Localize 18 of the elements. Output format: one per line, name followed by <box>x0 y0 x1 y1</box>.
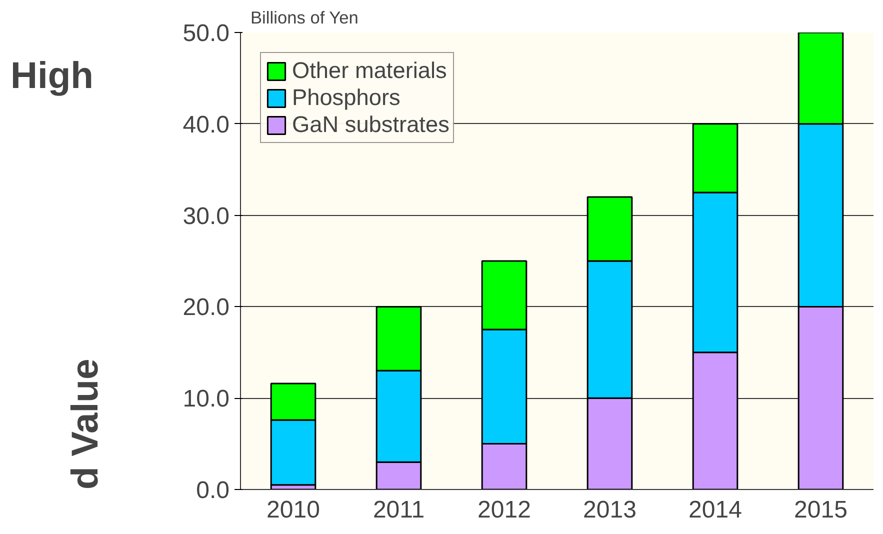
y-axis-title: Billions of Yen <box>250 8 358 28</box>
x-tick-label: 2014 <box>688 496 742 524</box>
text: High <box>10 54 94 96</box>
x-tick-label: 2011 <box>372 496 425 524</box>
text: d Value <box>64 358 106 490</box>
y-tick-label: 20.0 <box>182 294 230 322</box>
y-tick-label: 50.0 <box>182 20 230 47</box>
x-tick-label: 2012 <box>478 496 531 524</box>
legend-label: GaN substrates <box>292 111 450 138</box>
x-tick-label: 2010 <box>266 496 320 524</box>
y-tick-label: 10.0 <box>182 386 230 413</box>
y-tick-label: 30.0 <box>182 202 230 230</box>
y-tick-label: 40.0 <box>182 111 230 138</box>
x-tick-label: 2013 <box>583 496 636 524</box>
legend-label: Other materials <box>292 57 447 84</box>
y-tick-label: 0.0 <box>196 477 230 504</box>
legend-label: Phosphors <box>292 84 400 111</box>
x-tick-label: 2015 <box>794 496 848 524</box>
